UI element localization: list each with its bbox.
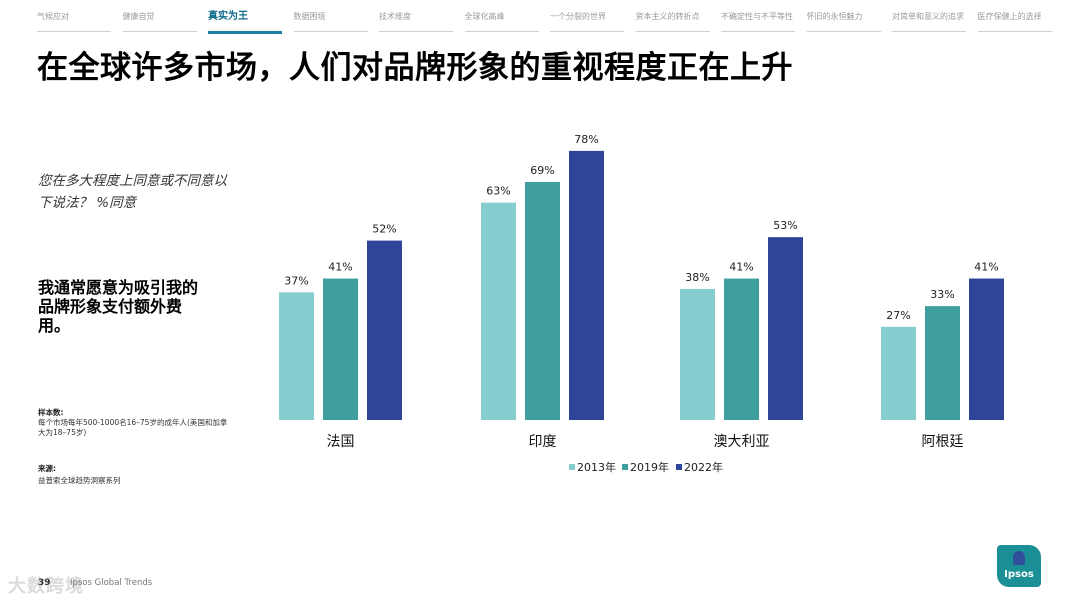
data-label-0-2: 52% [372,223,396,236]
category-label-2: 澳大利亚 [714,434,770,450]
nav-tab-5[interactable]: 全球化高峰 [464,10,539,32]
bar-2-0 [680,288,715,420]
data-label-3-1: 33% [930,288,954,301]
data-label-1-2: 78% [574,133,598,146]
bar-0-0 [279,292,314,420]
bar-3-1 [925,306,960,420]
sample-text: 每个市场每年500-1000名16–75岁的成年人(美国和加拿大为18–75岁) [38,418,228,437]
data-label-1-0: 63% [486,185,510,198]
category-label-0: 法国 [327,434,355,450]
nav-tab-4[interactable]: 技术维度 [379,10,453,32]
nav-tab-10[interactable]: 对简单和意义的追求 [892,10,966,32]
bar-2-1 [724,278,759,420]
nav-tab-0[interactable]: 气候应对 [37,10,111,32]
legend-swatch-2 [676,464,682,470]
bar-1-0 [481,202,516,420]
survey-statement: 我通常愿意为吸引我的品牌形象支付额外费用。 [38,278,199,335]
bar-1-1 [525,181,560,420]
source-text: 益普索全球趋势洞察系列 [38,476,121,485]
legend-label-0: 2013年 [577,460,616,474]
data-label-2-0: 38% [685,271,709,284]
bar-0-2 [367,240,402,420]
data-label-0-1: 41% [328,261,352,274]
nav-tab-9[interactable]: 怀旧的永恒魅力 [806,10,881,32]
sample-label: 样本数: [38,408,64,417]
page-title: 在全球许多市场，人们对品牌形象的重视程度正在上升 [37,50,793,86]
bar-3-0 [881,326,916,420]
nav-tab-1[interactable]: 健康自觉 [122,10,197,32]
data-label-0-0: 37% [284,274,308,287]
nav-tab-3[interactable]: 数据困境 [293,10,368,32]
bar-1-2 [569,150,604,420]
data-label-2-2: 53% [773,219,797,232]
category-label-3: 阿根廷 [922,434,964,450]
data-label-3-2: 41% [974,261,998,274]
data-label-3-0: 27% [886,309,910,322]
category-label-1: 印度 [529,434,557,450]
nav-tab-6[interactable]: 一个分裂的世界 [550,10,624,32]
top-navigation: 气候应对 健康自觉 真实为王 数据困境 技术维度 全球化高峰 一个分裂的世界 资本主义的转折点… [37,10,1067,34]
ipsos-logo: Ipsos [997,545,1041,587]
data-label-1-1: 69% [530,164,554,177]
legend-swatch-0 [569,464,575,470]
nav-tab-2[interactable]: 真实为王 [208,10,282,34]
nav-tab-8[interactable]: 不确定性与不平等性 [721,10,795,32]
legend-label-1: 2019年 [630,460,669,474]
bar-0-1 [323,278,358,420]
legend-label-2: 2022年 [684,460,723,474]
legend-swatch-1 [622,464,628,470]
bar-3-2 [969,278,1004,420]
nav-tab-11[interactable]: 医疗保健上的选择 [977,10,1052,32]
page-number: 39 [38,578,51,588]
logo-text: Ipsos [1004,569,1034,580]
watermark: 大数跨境 [8,576,84,597]
footer-brand: Ipsos Global Trends [70,578,153,588]
nav-tab-7[interactable]: 资本主义的转折点 [635,10,710,32]
source-label: 来源: [38,464,56,473]
survey-question: 您在多大程度上同意或不同意以下说法？ %同意 [38,173,227,211]
logo-mark-icon [1013,551,1025,565]
bar-2-2 [768,237,803,420]
data-label-2-1: 41% [729,261,753,274]
